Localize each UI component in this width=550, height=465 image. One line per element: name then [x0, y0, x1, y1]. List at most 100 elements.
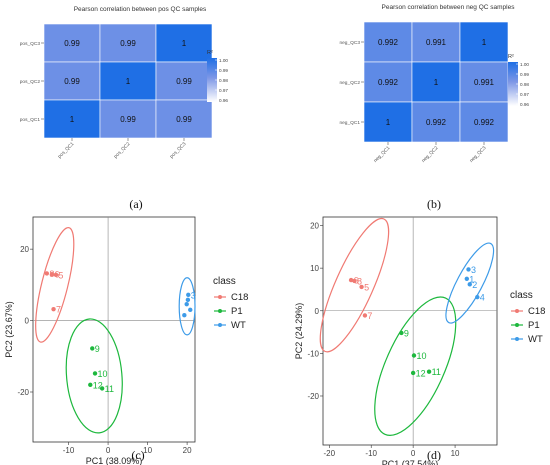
panel-caption: (d)	[427, 448, 441, 462]
data-point	[348, 277, 354, 283]
row-label: neg_QC2	[339, 80, 360, 86]
x-tick-label: 10	[143, 446, 152, 455]
data-point	[49, 271, 55, 277]
y-tick-label: 0	[315, 307, 320, 316]
legend-title: R²	[207, 50, 213, 56]
data-point	[362, 313, 368, 318]
cell-value-label: 1	[482, 38, 487, 47]
point-label: 4	[480, 293, 485, 303]
cell-value-label: 1	[70, 115, 75, 124]
data-point	[426, 369, 432, 374]
legend-title: class	[510, 290, 533, 301]
x-axis-label: PC1 (37.54%)	[382, 459, 439, 465]
plot-area	[32, 216, 196, 443]
legend-tick-label: 0.97	[520, 92, 529, 97]
point-label: 3	[471, 265, 476, 275]
legend-entry-label: WT	[231, 320, 246, 331]
color-scale-bar	[207, 58, 217, 102]
y-tick-label: -20	[17, 388, 29, 397]
y-tick-label: -20	[307, 392, 319, 401]
cell-value-label: 1	[126, 77, 131, 86]
data-point	[90, 346, 95, 351]
legend-key-marker	[218, 309, 222, 313]
column-label: pos_QC3	[169, 141, 188, 160]
data-point	[475, 294, 480, 300]
heatmap-panel-b: Pearson correlation between neg QC sampl…	[339, 4, 529, 211]
cell-value-label: 0.99	[176, 77, 192, 86]
y-tick-label: -10	[307, 349, 319, 358]
x-tick-label: -20	[324, 449, 336, 458]
confidence-ellipse-c18	[35, 226, 75, 343]
x-tick-label: 0	[106, 446, 111, 455]
data-point	[51, 306, 56, 312]
row-label: neg_QC1	[339, 120, 360, 126]
cell-value-label: 0.99	[64, 39, 80, 48]
cell-value-label: 0.992	[378, 78, 399, 87]
data-point	[359, 284, 364, 290]
data-point	[185, 297, 191, 303]
confidence-ellipse-c18	[319, 217, 390, 353]
legend-title: R²	[508, 54, 514, 60]
point-label: 12	[93, 380, 103, 390]
data-point	[411, 353, 417, 358]
column-label: pos_QC1	[57, 141, 76, 160]
legend-entry-label: WT	[528, 334, 543, 345]
legend-key-marker	[218, 295, 222, 299]
cell-value-label: 0.99	[64, 77, 80, 86]
point-label: 5	[364, 282, 369, 292]
data-point	[467, 282, 472, 287]
legend-key-marker	[218, 323, 222, 327]
x-tick-label: 20	[183, 446, 192, 455]
y-tick-label: 20	[20, 245, 29, 254]
panel-caption: (a)	[129, 197, 142, 211]
heatmap-cell	[99, 99, 157, 139]
data-point	[184, 301, 189, 307]
heatmap-cell	[155, 23, 213, 63]
column-label: neg_QC2	[421, 145, 440, 164]
point-label: 9	[95, 344, 100, 354]
cell-value-label: 0.99	[176, 115, 192, 124]
y-tick-label: 0	[25, 317, 30, 326]
heatmap-cell	[411, 61, 461, 103]
legend-entry-label: P1	[231, 306, 243, 317]
cell-value-label: 1	[386, 118, 391, 127]
point-label: 8	[357, 276, 362, 286]
x-tick-label: -10	[63, 446, 75, 455]
legend-tick-label: 1.00	[520, 62, 529, 67]
y-axis-label: PC2 (23.67%)	[4, 301, 14, 358]
heatmap-cell	[363, 101, 413, 143]
column-label: pos_QC2	[113, 141, 132, 160]
point-label: 11	[432, 367, 441, 377]
legend-key-marker	[515, 309, 519, 313]
legend-key-marker	[515, 323, 519, 327]
data-point	[88, 382, 93, 388]
legend-tick-label: 0.98	[520, 82, 529, 87]
legend-tick-label: 1.00	[219, 58, 228, 63]
confidence-ellipse-p1	[374, 296, 457, 436]
heatmap-panel-a: Pearson correlation between pos QC sampl…	[20, 6, 229, 211]
plot-area	[322, 216, 498, 446]
heatmap-cell	[459, 101, 509, 143]
cell-value-label: 1	[182, 39, 187, 48]
cell-value-label: 0.992	[474, 118, 495, 127]
panel-caption: (c)	[131, 448, 144, 462]
point-label: 1	[469, 274, 474, 284]
point-label: 3	[191, 290, 196, 300]
point-label: 5	[58, 270, 63, 280]
heatmap-cell	[459, 61, 509, 103]
data-point	[464, 276, 470, 281]
heatmap-cell	[459, 21, 509, 63]
panel-caption: (b)	[427, 197, 441, 211]
legend-entry-label: C18	[231, 292, 248, 303]
column-label: neg_QC3	[469, 145, 488, 164]
x-tick-label: -10	[365, 449, 377, 458]
data-point	[352, 278, 357, 284]
legend-tick-label: 0.98	[219, 78, 228, 83]
point-label: 10	[98, 369, 108, 379]
color-scale-bar	[508, 62, 518, 106]
confidence-ellipse-p1	[65, 318, 123, 434]
data-point	[44, 271, 50, 276]
heatmap-title: Pearson correlation between neg QC sampl…	[382, 4, 516, 11]
